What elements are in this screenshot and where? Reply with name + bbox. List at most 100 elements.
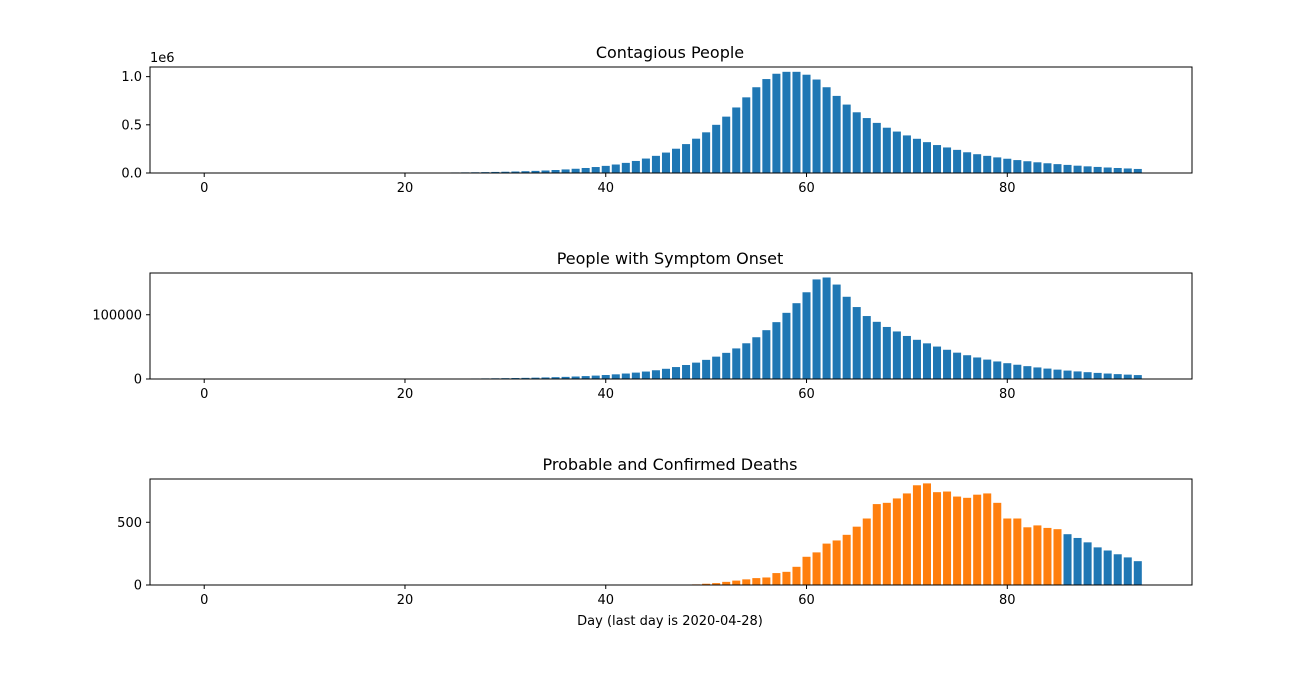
bar: [621, 373, 630, 379]
bar: [591, 375, 600, 379]
bar: [1113, 374, 1122, 379]
x-axis: 0 20 40 60 80: [200, 585, 1016, 608]
bar: [561, 169, 570, 173]
bar: [782, 71, 791, 173]
bar: [742, 579, 751, 585]
chart-title: People with Symptom Onset: [557, 249, 784, 268]
bar: [581, 167, 590, 173]
bar: [501, 171, 510, 173]
bar: [641, 371, 650, 379]
bar: [792, 566, 801, 585]
y-tick-label: 0.0: [121, 167, 142, 182]
bar: [953, 149, 962, 173]
bar: [1123, 557, 1132, 585]
bar: [852, 526, 861, 585]
bar: [1053, 369, 1062, 379]
bar: [922, 343, 931, 379]
bar: [782, 312, 791, 379]
bar: [872, 122, 881, 173]
bar: [822, 543, 831, 585]
y-tick-label: 0: [134, 373, 142, 388]
bar: [511, 171, 520, 173]
bar: [611, 374, 620, 379]
x-axis: 0 20 40 60 80: [200, 379, 1016, 402]
bar: [963, 497, 972, 585]
bar: [1093, 372, 1102, 379]
bar: [1013, 160, 1022, 173]
bar: [993, 361, 1002, 379]
bar: [812, 552, 821, 585]
bar: [963, 152, 972, 173]
bar: [872, 504, 881, 585]
y-tick-label: 500: [117, 516, 142, 531]
bar: [912, 485, 921, 585]
bar: [832, 284, 841, 379]
bar: [732, 580, 741, 585]
bar: [1053, 164, 1062, 173]
bar: [1023, 161, 1032, 173]
bar: [973, 494, 982, 585]
x-axis: 0 20 40 60 80: [200, 173, 1016, 196]
bar: [732, 348, 741, 379]
bar: [943, 491, 952, 585]
bar-series: [380, 71, 1142, 173]
bar: [892, 498, 901, 585]
bar: [752, 87, 761, 173]
bar: [782, 571, 791, 585]
bar: [862, 118, 871, 173]
bar: [722, 581, 731, 585]
bar: [1063, 534, 1072, 585]
x-tick-label: 40: [597, 593, 614, 608]
bar: [872, 321, 881, 379]
y-tick-label: 0: [134, 579, 142, 594]
deaths-chart: Probable and Confirmed Deaths 0 500 0 20 40…: [117, 455, 1193, 608]
bar: [1093, 166, 1102, 173]
bar: [862, 518, 871, 585]
bar: [641, 158, 650, 173]
contagious-people-chart: Contagious People 1e6 0.0 0.5 1.0 0 20 40 60 8…: [121, 43, 1193, 196]
bar: [1003, 363, 1012, 379]
bar: [1123, 168, 1132, 173]
bar: [802, 292, 811, 379]
bar: [892, 131, 901, 173]
bar: [1083, 372, 1092, 379]
bar: [581, 376, 590, 379]
bar: [541, 170, 550, 173]
bar: [551, 170, 560, 173]
bar: [1073, 537, 1082, 585]
x-tick-label: 0: [200, 181, 208, 196]
bar: [983, 493, 992, 585]
bar: [1023, 366, 1032, 379]
bar: [601, 375, 610, 379]
bar: [1093, 547, 1102, 585]
x-axis-label: Day (last day is 2020-04-28): [577, 614, 763, 629]
bar: [983, 155, 992, 173]
bar: [1033, 162, 1042, 173]
x-tick-label: 40: [597, 387, 614, 402]
bar: [882, 326, 891, 379]
bar: [963, 355, 972, 379]
x-tick-label: 80: [999, 593, 1016, 608]
bar: [1083, 542, 1092, 585]
bar: [912, 138, 921, 173]
bar: [812, 79, 821, 173]
plot-frame: [149, 66, 1193, 174]
x-tick-label: 60: [798, 387, 815, 402]
bar: [1003, 158, 1012, 173]
bar: [712, 583, 721, 585]
bar: [802, 74, 811, 173]
bar: [933, 145, 942, 173]
bar: [832, 95, 841, 173]
bar: [631, 160, 640, 173]
y-axis: 0.0 0.5 1.0: [121, 70, 150, 182]
bar: [702, 583, 711, 585]
bar: [862, 316, 871, 379]
x-tick-label: 60: [798, 181, 815, 196]
bar: [661, 368, 670, 379]
bar: [943, 147, 952, 173]
x-tick-label: 80: [999, 387, 1016, 402]
bar: [752, 578, 761, 585]
bar: [933, 346, 942, 379]
bar: [601, 165, 610, 173]
bar: [692, 362, 701, 379]
